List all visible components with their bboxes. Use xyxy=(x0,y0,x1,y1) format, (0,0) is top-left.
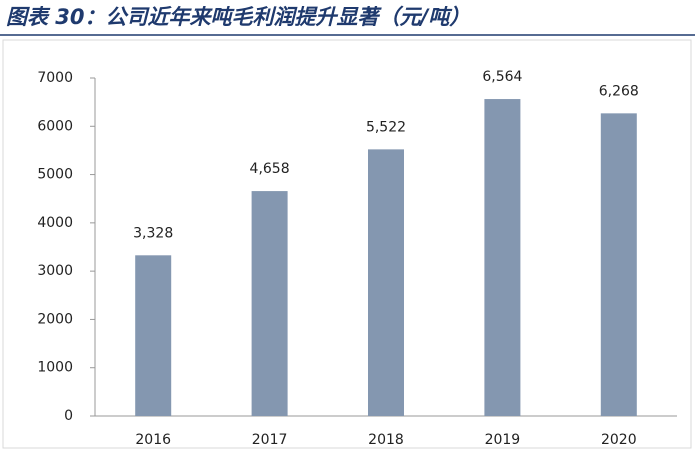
value-label: 6,268 xyxy=(599,83,639,99)
y-tick-label: 4000 xyxy=(37,215,73,231)
y-tick-label: 7000 xyxy=(37,70,73,86)
value-label: 3,328 xyxy=(133,225,173,241)
chart-frame xyxy=(2,39,692,449)
chart-title: 图表 30：公司近年来吨毛利润提升显著（元/吨） xyxy=(6,5,470,29)
y-tick-label: 5000 xyxy=(37,167,73,183)
y-tick-label: 6000 xyxy=(37,118,73,134)
bar xyxy=(135,255,172,416)
x-tick-label: 2018 xyxy=(368,432,404,448)
bar xyxy=(484,99,521,416)
x-tick-label: 2016 xyxy=(135,432,171,448)
y-tick-label: 1000 xyxy=(37,360,73,376)
x-tick-label: 2019 xyxy=(485,432,521,448)
bar xyxy=(251,191,288,416)
value-label: 4,658 xyxy=(250,161,290,177)
bar xyxy=(600,113,637,416)
y-tick-label: 2000 xyxy=(37,311,73,327)
x-tick-label: 2020 xyxy=(601,432,637,448)
y-tick-label: 0 xyxy=(64,408,73,424)
bar xyxy=(368,149,404,417)
y-tick-label: 3000 xyxy=(37,263,73,279)
value-label: 6,564 xyxy=(482,69,522,85)
x-tick-label: 2017 xyxy=(252,432,288,448)
value-label: 5,522 xyxy=(366,119,406,135)
